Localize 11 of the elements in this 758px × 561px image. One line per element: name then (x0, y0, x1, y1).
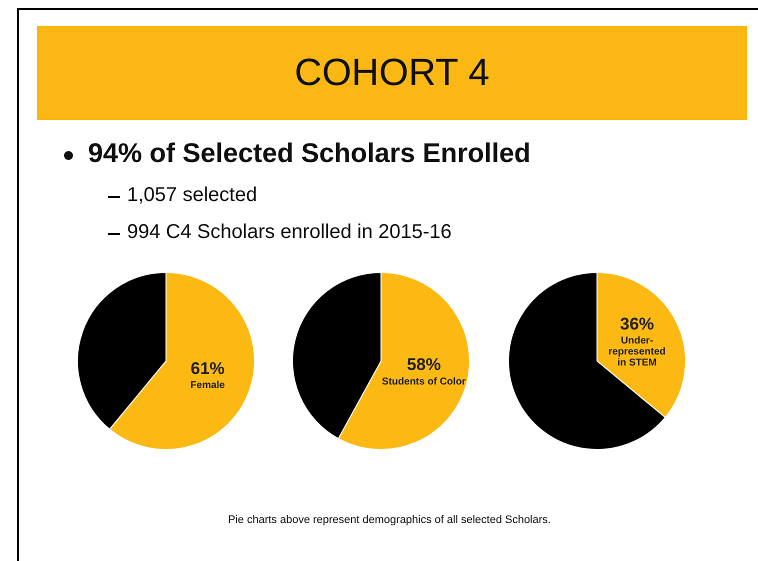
text: COHORT 4 (37, 26, 747, 120)
data-label: 36% (620, 314, 654, 334)
text: 94% of Selected Scholars Enrolled (88, 138, 531, 169)
data-label: 61% (190, 359, 225, 378)
slice-label: Female (190, 380, 226, 392)
text: 1,057 selected (127, 184, 258, 207)
text: Pie charts above represent demographics of all selected Scholars. (228, 514, 551, 526)
text: 994 C4 Scholars enrolled in 2015-16 (127, 221, 452, 244)
data-label: 58% (406, 355, 441, 374)
slice-label: Students of Color (382, 376, 466, 388)
slice-label: Under-represented in STEM (608, 335, 666, 368)
